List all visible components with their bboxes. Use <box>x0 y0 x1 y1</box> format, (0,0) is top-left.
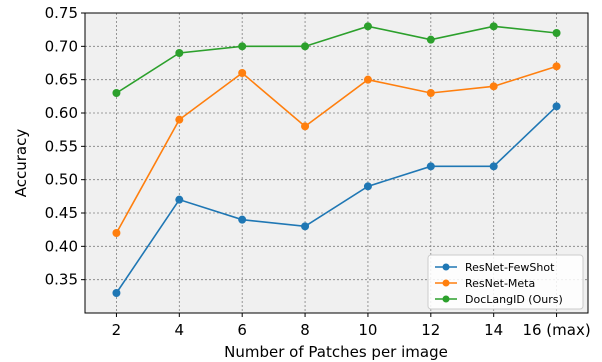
series-3-point <box>552 29 561 37</box>
x-tick-label: 4 <box>175 321 185 339</box>
series-1-point <box>489 162 498 171</box>
y-tick-label: 0.45 <box>45 204 78 222</box>
x-tick-label: 6 <box>237 321 247 339</box>
y-tick-label: 0.35 <box>45 271 78 289</box>
y-axis: 0.35 0.40 0.45 0.50 0.55 0.60 0.65 0.70 0.75 <box>45 4 85 289</box>
series-1-point <box>363 182 372 191</box>
x-tick-label: 2 <box>112 321 122 339</box>
x-tick-label: 14 <box>484 321 503 339</box>
x-tick-label: 10 <box>358 321 377 339</box>
series-3-point <box>426 35 435 44</box>
series-3-point <box>301 42 310 51</box>
y-tick-label: 0.65 <box>45 71 78 89</box>
series-1-point <box>426 162 435 171</box>
series-2-point <box>175 115 184 124</box>
series-3-point <box>112 89 121 97</box>
series-lines <box>112 22 561 297</box>
x-axis-label: Number of Patches per image <box>224 343 448 361</box>
plot-frame <box>84 12 589 314</box>
x-tick-label: 16 (max) <box>522 321 590 339</box>
y-axis-label: Accuracy <box>12 129 30 198</box>
legend-label: ResNet-Meta <box>465 277 535 290</box>
legend-label: ResNet-FewShot <box>465 261 555 274</box>
x-axis: 2 4 6 8 10 12 14 16 (max) <box>112 313 591 339</box>
series-2-point <box>301 122 310 131</box>
series-3-point <box>363 22 372 31</box>
series-1-point <box>552 102 561 111</box>
series-line-2 <box>115 65 557 234</box>
series-3-point <box>238 42 247 51</box>
series-2-point <box>552 62 561 71</box>
series-2-point <box>426 89 435 97</box>
series-3-point <box>489 22 498 31</box>
series-1-point <box>301 222 310 231</box>
y-tick-label: 0.55 <box>45 137 78 155</box>
legend: ResNet-FewShot ResNet-Meta DocLangID (Ours… <box>427 254 584 310</box>
y-tick-label: 0.60 <box>45 104 78 122</box>
y-tick-label: 0.40 <box>45 237 78 255</box>
y-tick-label: 0.75 <box>45 4 78 22</box>
legend-label: DocLangID (Ours) <box>465 293 563 306</box>
series-line-1 <box>115 105 558 294</box>
x-tick-label: 12 <box>421 321 440 339</box>
y-tick-label: 0.50 <box>45 171 78 189</box>
series-2-point <box>238 69 247 77</box>
series-2-point <box>112 229 121 237</box>
series-1-point <box>175 195 184 204</box>
x-tick-label: 8 <box>300 321 310 339</box>
legend-swatch-marker <box>442 279 450 287</box>
series-line-3 <box>116 25 557 94</box>
legend-swatch-marker <box>442 263 450 271</box>
y-tick-label: 0.70 <box>45 37 78 55</box>
series-2-point <box>363 75 372 84</box>
series-3-point <box>175 49 184 57</box>
series-1-point <box>238 215 247 224</box>
series-2-point <box>489 82 498 91</box>
legend-swatch-marker <box>442 295 450 303</box>
series-1-point <box>112 289 121 297</box>
legend-box <box>427 254 584 310</box>
